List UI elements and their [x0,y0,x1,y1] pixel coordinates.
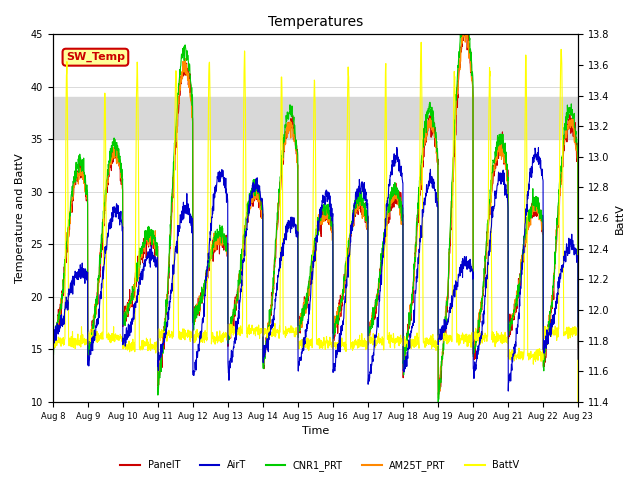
Y-axis label: BattV: BattV [615,203,625,234]
Text: SW_Temp: SW_Temp [66,52,125,62]
Bar [52,97,578,139]
Y-axis label: Temperature and BattV: Temperature and BattV [15,153,25,283]
Legend: PanelT, AirT, CNR1_PRT, AM25T_PRT, BattV: PanelT, AirT, CNR1_PRT, AM25T_PRT, BattV [116,456,524,475]
X-axis label: Time: Time [302,426,329,436]
Title: Temperatures: Temperatures [268,15,363,29]
